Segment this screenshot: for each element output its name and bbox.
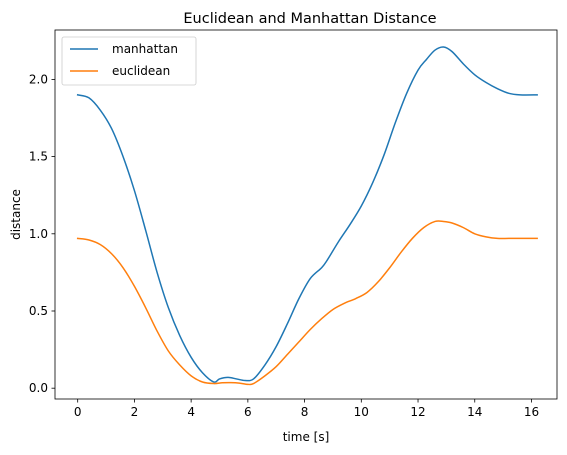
x-tick-label: 0 xyxy=(74,405,82,419)
y-tick-label: 1.0 xyxy=(29,227,48,241)
y-tick-label: 0.0 xyxy=(29,381,48,395)
x-tick-label: 14 xyxy=(467,405,482,419)
plot-frame xyxy=(54,29,558,400)
x-tick-label: 8 xyxy=(301,405,309,419)
x-tick-label: 2 xyxy=(131,405,139,419)
y-tick-label: 2.0 xyxy=(29,72,48,86)
y-tick-label: 0.5 xyxy=(29,304,48,318)
x-tick-label: 12 xyxy=(410,405,425,419)
axis-layer: 0 2 4 6 8 10 12 14 16 0.0 0.5 1.0 1.5 2.0 xyxy=(29,72,539,419)
y-tick-label: 1.5 xyxy=(29,150,48,164)
x-tick-label: 4 xyxy=(187,405,195,419)
chart-title: Euclidean and Manhattan Distance xyxy=(183,11,436,27)
x-tick-label: 16 xyxy=(524,405,539,419)
x-tick-label: 10 xyxy=(354,405,369,419)
legend-label-euclidean: euclidean xyxy=(112,64,170,78)
legend-label-manhattan: manhattan xyxy=(112,42,178,56)
series-line-manhattan xyxy=(76,46,538,383)
legend: manhattan euclidean xyxy=(61,36,197,86)
series-line-euclidean xyxy=(76,220,538,386)
y-axis-label: distance xyxy=(9,189,23,240)
x-tick-label: 6 xyxy=(244,405,252,419)
x-axis-label: time [s] xyxy=(283,430,330,444)
plot-area xyxy=(55,30,557,399)
series-layer xyxy=(76,46,538,386)
